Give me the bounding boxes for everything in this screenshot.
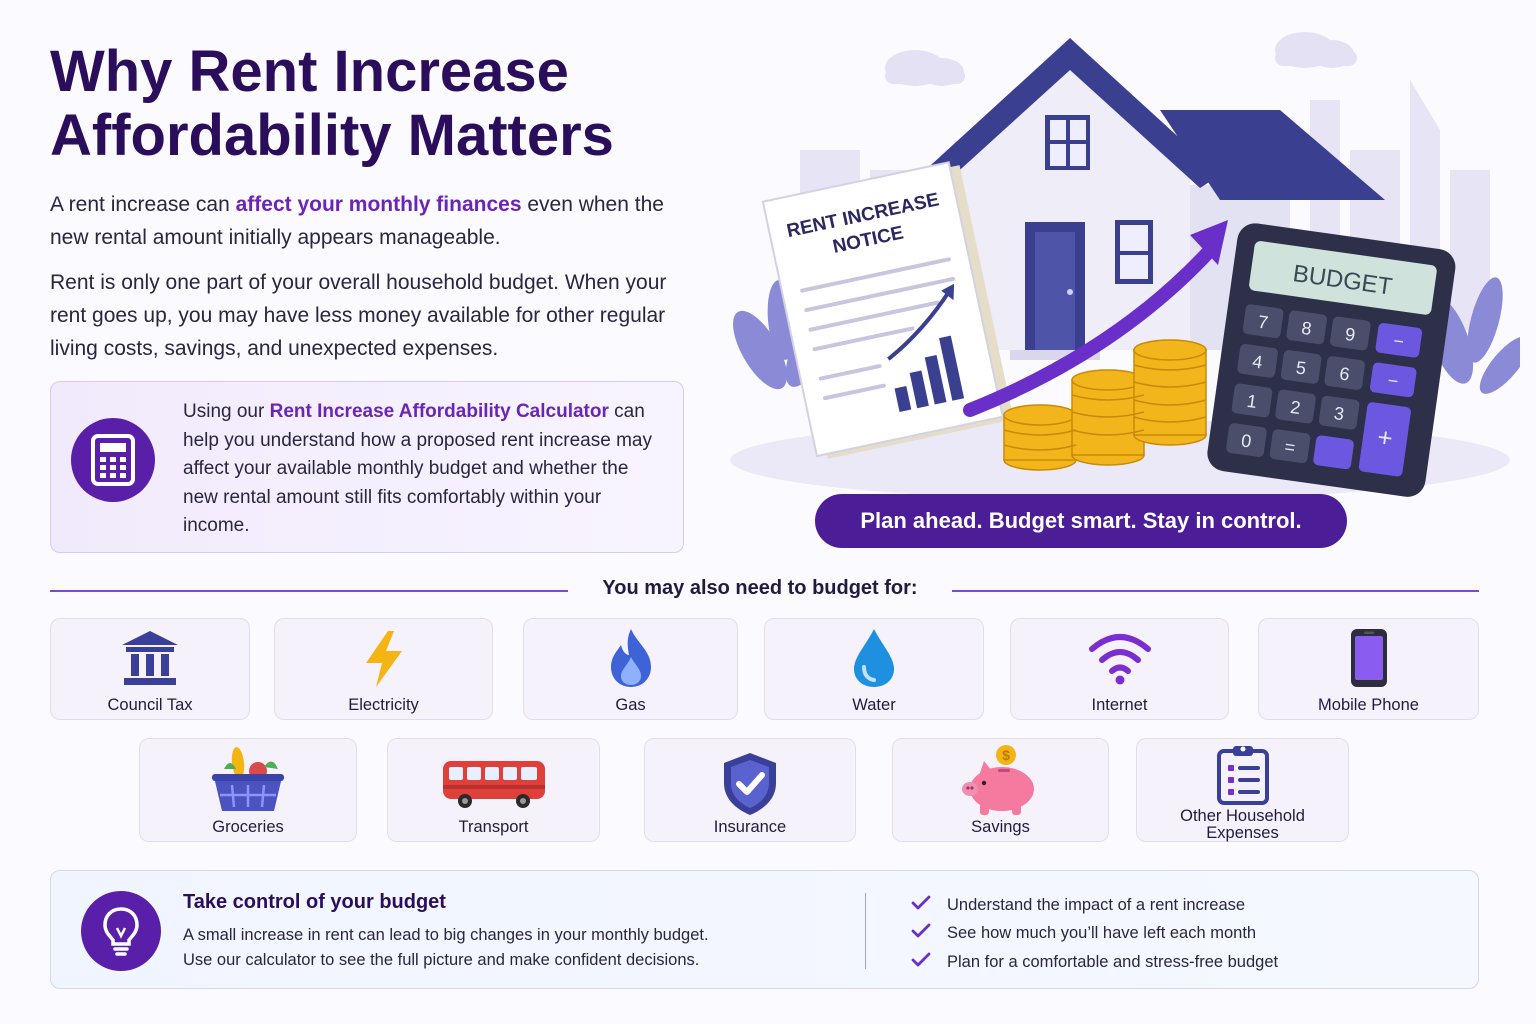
intro-text: A rent increase can affect your monthly … xyxy=(50,188,700,377)
grocery-basket-icon xyxy=(212,747,284,811)
clipboard-list-icon xyxy=(1216,746,1269,805)
card-label: Internet xyxy=(1091,696,1148,714)
svg-text:$: $ xyxy=(1002,747,1010,763)
lightning-icon xyxy=(365,631,402,687)
checklist-item: See how much you’ll have left each month xyxy=(911,920,1451,949)
take-control-panel: Take control of your budget A small incr… xyxy=(50,870,1479,989)
page-title: Why Rent Increase Affordability Matters xyxy=(50,40,730,168)
checklist-item: Plan for a comfortable and stress-free b… xyxy=(911,948,1451,977)
key-4: 4 xyxy=(1251,351,1264,372)
key-8: 8 xyxy=(1300,318,1313,339)
key-9: 9 xyxy=(1344,324,1357,345)
card-label: Transport xyxy=(458,818,529,836)
take-control-line-2: Use our calculator to see the full pictu… xyxy=(183,951,700,969)
budget-card-transport: Transport xyxy=(387,738,600,842)
checkmark-icon xyxy=(911,895,947,916)
key-2: 2 xyxy=(1289,397,1302,418)
coin-stacks-icon xyxy=(1003,339,1207,471)
intro-paragraph-1: A rent increase can affect your monthly … xyxy=(50,188,700,254)
callout-after: can help you understand how a proposed r… xyxy=(183,401,652,536)
budget-card-council-tax: Council Tax xyxy=(50,618,250,720)
card-label: Other Household Expenses xyxy=(1137,808,1348,842)
divider-left xyxy=(50,590,568,592)
budget-card-water: Water xyxy=(764,618,984,720)
calculator-icon xyxy=(71,418,155,502)
panel-separator xyxy=(865,893,866,969)
checklist-text: See how much you’ll have left each month xyxy=(947,924,1257,943)
checklist-text: Understand the impact of a rent increase xyxy=(947,895,1246,914)
checklist-text: Plan for a comfortable and stress-free b… xyxy=(947,952,1279,971)
mobile-phone-icon xyxy=(1350,629,1387,687)
checkmark-icon xyxy=(911,923,947,944)
benefit-checklist: Understand the impact of a rent increase… xyxy=(911,891,1451,977)
card-label: Savings xyxy=(971,818,1030,836)
key-equals: = xyxy=(1283,437,1296,458)
key-7: 7 xyxy=(1257,312,1270,333)
card-label: Groceries xyxy=(212,818,284,836)
tagline-banner: Plan ahead. Budget smart. Stay in contro… xyxy=(815,494,1347,548)
take-control-text: A small increase in rent can lead to big… xyxy=(183,923,823,973)
budget-card-insurance: Insurance xyxy=(644,738,856,842)
key-1: 1 xyxy=(1246,391,1259,412)
card-label: Council Tax xyxy=(107,696,193,714)
budget-card-internet: Internet xyxy=(1010,618,1229,720)
key-0: 0 xyxy=(1240,430,1253,451)
budget-card-gas: Gas xyxy=(523,618,738,720)
divider-right xyxy=(952,590,1479,592)
card-label-line-1: Other Household xyxy=(1180,807,1305,825)
shield-check-icon xyxy=(724,753,776,815)
budget-calculator-icon: BUDGET 7 8 9 − 4 5 6 − 1 2 xyxy=(1207,223,1456,497)
budget-card-electricity: Electricity xyxy=(274,618,493,720)
rent-increase-notice: RENT INCREASE NOTICE xyxy=(761,161,1014,459)
take-control-line-1: A small increase in rent can lead to big… xyxy=(183,926,709,944)
calculator-callout: Using our Rent Increase Affordability Ca… xyxy=(50,381,684,553)
card-label: Insurance xyxy=(713,818,787,836)
flame-icon xyxy=(610,629,651,687)
callout-text: Using our Rent Increase Affordability Ca… xyxy=(183,398,663,541)
card-label: Electricity xyxy=(348,696,419,714)
key-minus-2: − xyxy=(1387,370,1400,391)
piggy-bank-icon: $ xyxy=(961,745,1034,815)
lightbulb-icon xyxy=(81,891,161,971)
callout-before: Using our xyxy=(183,401,270,422)
key-5: 5 xyxy=(1295,357,1308,378)
bus-icon xyxy=(442,761,545,808)
wifi-icon xyxy=(1088,634,1151,685)
intro-p1-before: A rent increase can xyxy=(50,193,236,216)
budget-card-groceries: Groceries xyxy=(139,738,357,842)
budget-card-mobile-phone: Mobile Phone xyxy=(1258,618,1479,720)
title-line-2: Affordability Matters xyxy=(50,103,614,168)
calculator-link[interactable]: Rent Increase Affordability Calculator xyxy=(269,401,609,422)
budget-card-other-household-expenses: Other Household Expenses xyxy=(1136,738,1349,842)
key-plus: + xyxy=(1376,421,1395,453)
water-drop-icon xyxy=(854,629,894,687)
card-label: Gas xyxy=(615,696,646,714)
card-label: Water xyxy=(852,696,896,714)
building-icon xyxy=(122,631,178,685)
budget-section-heading: You may also need to budget for: xyxy=(602,577,918,599)
intro-p1-highlight: affect your monthly finances xyxy=(235,193,522,216)
budget-card-savings: $ Savings xyxy=(892,738,1109,842)
key-6: 6 xyxy=(1338,363,1351,384)
card-label: Mobile Phone xyxy=(1318,696,1419,714)
take-control-title: Take control of your budget xyxy=(183,891,446,913)
house-icon xyxy=(920,38,1385,360)
title-line-1: Why Rent Increase xyxy=(50,39,569,104)
key-3: 3 xyxy=(1333,403,1346,424)
intro-p1-after: even when the new rental amount initiall… xyxy=(50,193,664,249)
checkmark-icon xyxy=(911,952,947,973)
key-minus-1: − xyxy=(1392,331,1405,352)
checklist-item: Understand the impact of a rent increase xyxy=(911,891,1451,920)
intro-paragraph-2: Rent is only one part of your overall ho… xyxy=(50,271,667,360)
house-illustration: RENT INCREASE NOTICE xyxy=(730,32,1520,500)
card-label-line-2: Expenses xyxy=(1206,824,1279,842)
